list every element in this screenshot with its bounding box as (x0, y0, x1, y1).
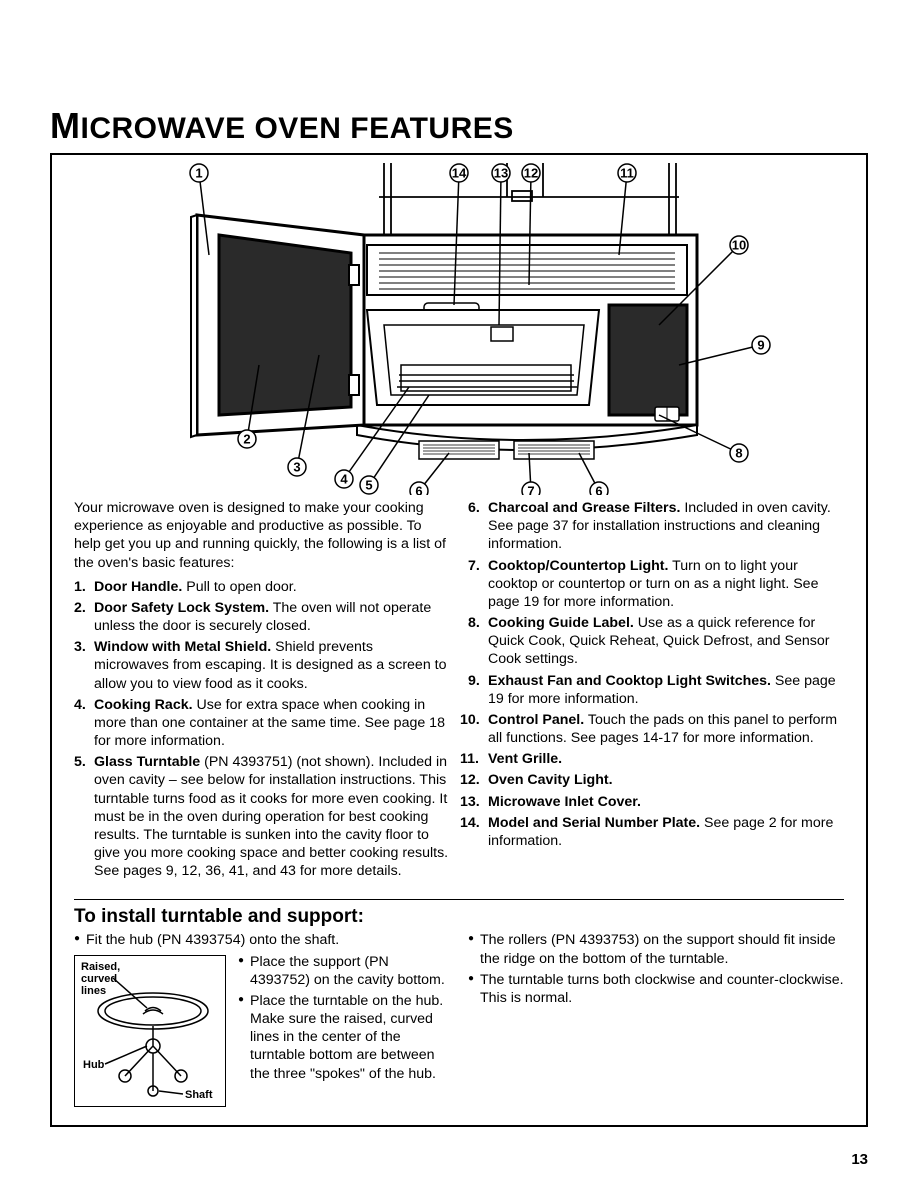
feature-item: 7.Cooktop/Countertop Light. Turn on to l… (468, 557, 844, 612)
page-number: 13 (851, 1151, 868, 1168)
feature-item: 1.Door Handle. Pull to open door. (74, 578, 450, 596)
callout-number: 7 (527, 483, 534, 495)
install-title: To install turntable and support: (74, 906, 844, 928)
feature-item: 11.Vent Grille. (468, 750, 844, 768)
feature-item: 12.Oven Cavity Light. (468, 771, 844, 789)
feature-item: 4.Cooking Rack. Use for extra space when… (74, 696, 450, 751)
callout-number: 11 (620, 165, 634, 180)
turntable-diagram: Raised, curved lines Hub Shaft (74, 955, 226, 1107)
diagram-svg: manualshive.com (52, 155, 866, 495)
callout-number: 4 (340, 471, 348, 486)
intro-text: Your microwave oven is designed to make … (74, 499, 450, 572)
install-bullet: Place the turntable on the hub. Make sur… (238, 992, 450, 1083)
feature-item: 10.Control Panel. Touch the pads on this… (468, 711, 844, 747)
callout-number: 2 (243, 431, 250, 446)
callout-number: 3 (293, 459, 300, 474)
callout-number: 6 (415, 483, 422, 495)
callout-number: 8 (735, 445, 742, 460)
callout-number: 5 (365, 477, 372, 492)
callout-number: 10 (732, 237, 746, 252)
callout-number: 6 (595, 483, 602, 495)
svg-text:lines: lines (81, 985, 106, 997)
label-hub: Hub (83, 1059, 105, 1071)
label-raised: Raised, (81, 961, 120, 973)
callout-number: 14 (452, 165, 467, 180)
feature-item: 9.Exhaust Fan and Cooktop Light Switches… (468, 672, 844, 708)
left-column: Your microwave oven is designed to make … (74, 499, 450, 883)
feature-item: 2.Door Safety Lock System. The oven will… (74, 599, 450, 635)
callout-number: 12 (524, 165, 538, 180)
section-divider (74, 899, 844, 900)
right-column: 6.Charcoal and Grease Filters. Included … (468, 499, 844, 883)
label-shaft: Shaft (185, 1089, 213, 1101)
install-bullet: The turntable turns both clockwise and c… (468, 971, 844, 1007)
feature-item: 3.Window with Metal Shield. Shield preve… (74, 638, 450, 693)
svg-text:curved: curved (81, 973, 117, 985)
install-bullet: Place the support (PN 4393752) on the ca… (238, 953, 450, 989)
feature-item: 13.Microwave Inlet Cover. (468, 793, 844, 811)
main-content-box: manualshive.com (50, 153, 868, 1127)
callout-number: 13 (494, 165, 508, 180)
install-section: To install turntable and support: Fit th… (52, 906, 866, 1124)
feature-item: 8.Cooking Guide Label. Use as a quick re… (468, 614, 844, 669)
callout-number: 9 (757, 337, 764, 352)
install-bullet: The rollers (PN 4393753) on the support … (468, 931, 844, 967)
feature-item: 6.Charcoal and Grease Filters. Included … (468, 499, 844, 554)
feature-item: 5.Glass Turntable (PN 4393751) (not show… (74, 753, 450, 880)
page-title: MICROWAVE OVEN FEATURES (50, 105, 868, 147)
feature-item: 14.Model and Serial Number Plate. See pa… (468, 814, 844, 850)
install-bullet-top: Fit the hub (PN 4393754) onto the shaft. (74, 931, 450, 949)
callout-number: 1 (195, 165, 202, 180)
microwave-diagram: manualshive.com (52, 155, 866, 495)
